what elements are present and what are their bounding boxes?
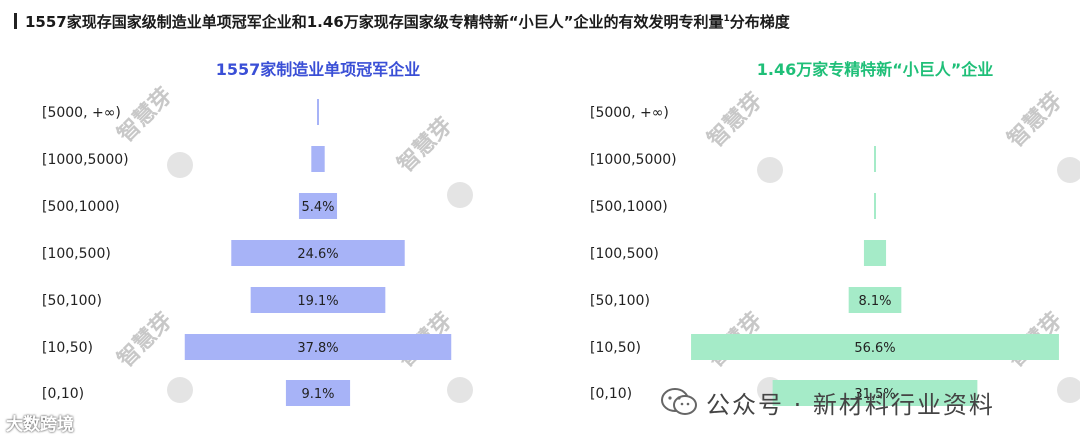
category-label-right: [1000,5000) bbox=[590, 152, 677, 168]
bar-left bbox=[317, 99, 319, 125]
watermark-text: 智慧芽 bbox=[113, 308, 178, 373]
category-label-left: [100,500) bbox=[42, 246, 111, 262]
watermark-text: 智慧芽 bbox=[393, 113, 458, 178]
bar-right bbox=[772, 380, 978, 406]
watermark-text: 智慧芽 bbox=[1003, 88, 1068, 153]
bar-left bbox=[250, 287, 386, 313]
wechat-icon bbox=[661, 388, 697, 415]
footer-right-text: 公众号 · 新材料行业资料 bbox=[706, 390, 995, 419]
bar-left bbox=[285, 380, 351, 406]
bar-right bbox=[874, 146, 876, 172]
watermark-dot bbox=[447, 182, 473, 208]
watermark-dot bbox=[167, 377, 193, 403]
watermark-dot bbox=[1057, 157, 1080, 183]
bar-value-label-left: 19.1% bbox=[297, 294, 338, 309]
bar-right bbox=[691, 334, 1059, 360]
bar-right bbox=[848, 287, 902, 313]
page-title-bar: 1557家现存国家级制造业单项冠军企业和1.46万家现存国家级专精特新“小巨人”… bbox=[14, 10, 790, 32]
bar-left bbox=[231, 240, 405, 266]
bar-value-label-right: 8.1% bbox=[858, 294, 891, 309]
category-label-right: [100,500) bbox=[590, 246, 659, 262]
watermark-text: 智慧芽 bbox=[703, 88, 768, 153]
category-label-right: [500,1000) bbox=[590, 199, 668, 215]
watermark-dot bbox=[447, 377, 473, 403]
footer-brand-right: 公众号 · 新材料行业资料 bbox=[660, 385, 995, 419]
watermark-dot bbox=[757, 157, 783, 183]
chart-title-right: 1.46万家专精特新“小巨人”企业 bbox=[757, 60, 994, 79]
bar-left bbox=[298, 193, 338, 219]
category-label-left: [0,10) bbox=[42, 386, 84, 402]
bar-value-label-left: 24.6% bbox=[297, 247, 338, 262]
footer-brand-left: 大数跨境 bbox=[6, 415, 74, 435]
category-label-right: [0,10) bbox=[590, 386, 632, 402]
category-label-left: [50,100) bbox=[42, 293, 102, 309]
category-label-left: [10,50) bbox=[42, 340, 93, 356]
bar-left bbox=[184, 334, 452, 360]
bar-value-label-right: 31.5% bbox=[854, 387, 895, 402]
category-label-right: [10,50) bbox=[590, 340, 641, 356]
bar-value-label-left: 9.1% bbox=[301, 387, 334, 402]
bar-value-label-left: 5.4% bbox=[301, 200, 334, 215]
category-label-left: [5000, +∞) bbox=[42, 105, 121, 121]
watermark-dot bbox=[1057, 377, 1080, 403]
category-label-right: [50,100) bbox=[590, 293, 650, 309]
category-label-right: [5000, +∞) bbox=[590, 105, 669, 121]
bar-value-label-left: 37.8% bbox=[297, 341, 338, 356]
bar-value-label-right: 56.6% bbox=[854, 341, 895, 356]
bar-left bbox=[311, 146, 325, 172]
chart-title-left: 1557家制造业单项冠军企业 bbox=[216, 60, 421, 79]
title-marker bbox=[14, 13, 17, 29]
category-label-left: [1000,5000) bbox=[42, 152, 129, 168]
watermark-text: 智慧芽 bbox=[113, 83, 178, 148]
category-label-left: [500,1000) bbox=[42, 199, 120, 215]
page-title: 1557家现存国家级制造业单项冠军企业和1.46万家现存国家级专精特新“小巨人”… bbox=[25, 12, 790, 31]
bar-right bbox=[874, 193, 876, 219]
watermark-dot bbox=[167, 152, 193, 178]
bar-right bbox=[863, 240, 887, 266]
